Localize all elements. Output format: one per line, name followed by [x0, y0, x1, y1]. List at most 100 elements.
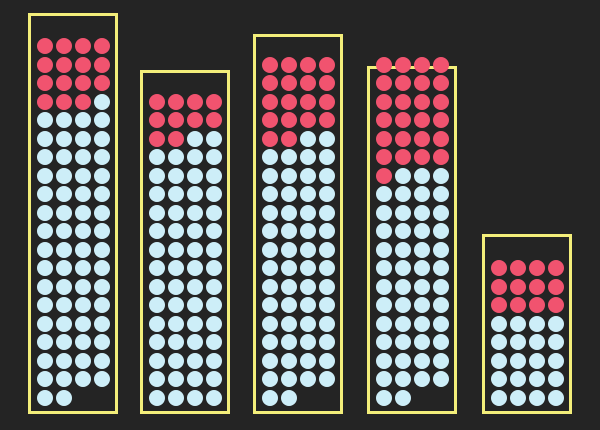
red-ball: [299, 112, 316, 129]
blue-ball: [528, 315, 545, 332]
blue-ball: [186, 241, 203, 258]
tube-4[interactable]: [367, 56, 457, 414]
blue-ball: [55, 278, 72, 295]
red-ball: [280, 112, 297, 129]
red-ball: [432, 112, 449, 129]
blue-ball: [490, 315, 507, 332]
blue-ball: [93, 112, 110, 129]
blue-ball: [432, 315, 449, 332]
red-ball: [261, 112, 278, 129]
blue-ball: [413, 167, 430, 184]
blue-ball: [261, 186, 278, 203]
blue-ball: [74, 260, 91, 277]
blue-ball: [148, 186, 165, 203]
red-ball: [55, 75, 72, 92]
red-ball: [394, 75, 411, 92]
blue-ball: [299, 241, 316, 258]
tube-1[interactable]: [28, 13, 118, 414]
blue-ball: [55, 167, 72, 184]
blue-ball: [74, 371, 91, 388]
blue-ball: [432, 297, 449, 314]
blue-ball: [55, 130, 72, 147]
blue-ball: [93, 93, 110, 110]
blue-ball: [432, 278, 449, 295]
blue-ball: [375, 278, 392, 295]
blue-ball: [280, 315, 297, 332]
tube-3[interactable]: [253, 34, 343, 414]
blue-ball: [205, 352, 222, 369]
blue-ball: [148, 352, 165, 369]
blue-ball: [74, 186, 91, 203]
blue-ball: [394, 297, 411, 314]
blue-ball: [93, 315, 110, 332]
blue-ball: [148, 278, 165, 295]
blue-ball: [186, 334, 203, 351]
blue-ball: [186, 223, 203, 240]
blue-ball: [280, 389, 297, 406]
blue-ball: [36, 167, 53, 184]
tube-5[interactable]: [482, 234, 572, 414]
blue-ball: [375, 297, 392, 314]
blue-ball: [93, 186, 110, 203]
blue-ball: [394, 371, 411, 388]
blue-ball: [375, 204, 392, 221]
blue-ball: [509, 371, 526, 388]
blue-ball: [280, 241, 297, 258]
red-ball: [509, 297, 526, 314]
blue-ball: [167, 389, 184, 406]
blue-ball: [55, 260, 72, 277]
blue-ball: [413, 204, 430, 221]
blue-ball: [74, 334, 91, 351]
blue-ball: [167, 204, 184, 221]
blue-ball: [205, 149, 222, 166]
red-ball: [167, 93, 184, 110]
blue-ball: [74, 204, 91, 221]
red-ball: [261, 93, 278, 110]
blue-ball: [299, 297, 316, 314]
blue-ball: [93, 297, 110, 314]
tube-1-balls: [35, 20, 111, 407]
blue-ball: [318, 186, 335, 203]
blue-ball: [205, 186, 222, 203]
red-ball: [528, 260, 545, 277]
blue-ball: [74, 149, 91, 166]
blue-ball: [167, 167, 184, 184]
blue-ball: [528, 389, 545, 406]
blue-ball: [318, 352, 335, 369]
blue-ball: [299, 371, 316, 388]
blue-ball: [394, 204, 411, 221]
red-ball: [490, 260, 507, 277]
red-ball: [394, 112, 411, 129]
blue-ball: [375, 315, 392, 332]
red-ball: [509, 260, 526, 277]
blue-ball: [280, 204, 297, 221]
red-ball: [394, 149, 411, 166]
blue-ball: [413, 315, 430, 332]
blue-ball: [74, 130, 91, 147]
blue-ball: [394, 167, 411, 184]
red-ball: [299, 75, 316, 92]
tube-2[interactable]: [140, 70, 230, 414]
blue-ball: [509, 315, 526, 332]
red-ball: [186, 112, 203, 129]
blue-ball: [167, 260, 184, 277]
blue-ball: [318, 315, 335, 332]
blue-ball: [432, 260, 449, 277]
blue-ball: [167, 186, 184, 203]
blue-ball: [167, 371, 184, 388]
blue-ball: [36, 112, 53, 129]
blue-ball: [148, 371, 165, 388]
red-ball: [413, 56, 430, 73]
blue-ball: [186, 149, 203, 166]
red-ball: [318, 93, 335, 110]
blue-ball: [261, 352, 278, 369]
red-ball: [413, 112, 430, 129]
blue-ball: [394, 352, 411, 369]
red-ball: [394, 56, 411, 73]
tube-4-balls: [374, 56, 450, 407]
blue-ball: [167, 149, 184, 166]
blue-ball: [205, 278, 222, 295]
blue-ball: [36, 278, 53, 295]
blue-ball: [280, 167, 297, 184]
blue-ball: [432, 352, 449, 369]
